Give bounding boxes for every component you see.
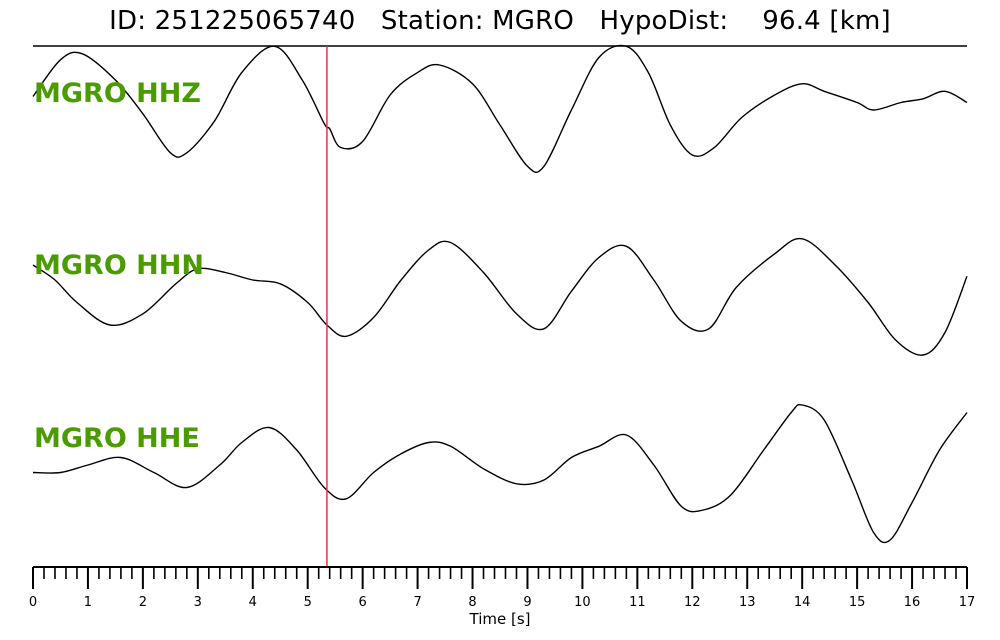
trace-labels-group: MGRO HHZ MGRO HHN MGRO HHE bbox=[34, 78, 204, 454]
tick-label-12: 12 bbox=[684, 595, 701, 610]
trace-mgro-hhe bbox=[32, 403, 968, 544]
tick-label-8: 8 bbox=[468, 595, 476, 610]
tick-label-5: 5 bbox=[304, 595, 312, 610]
tick-label-10: 10 bbox=[574, 595, 591, 610]
trace-mgro-hhz bbox=[32, 44, 968, 174]
tick-label-17: 17 bbox=[959, 595, 976, 610]
tick-label-16: 16 bbox=[904, 595, 921, 610]
trace-label-mgro-hhe: MGRO HHE bbox=[34, 423, 200, 454]
trace-label-mgro-hhz: MGRO HHZ bbox=[34, 78, 201, 109]
tick-label-9: 9 bbox=[523, 595, 531, 610]
tick-label-7: 7 bbox=[413, 595, 421, 610]
tick-label-3: 3 bbox=[194, 595, 202, 610]
tick-label-1: 1 bbox=[84, 595, 92, 610]
trace-mgro-hhn bbox=[32, 237, 968, 356]
time-axis: 0 1 2 3 4 5 6 7 8 9 10 11 12 13 14 15 16 17 bbox=[29, 566, 976, 610]
tick-label-6: 6 bbox=[359, 595, 367, 610]
traces-group bbox=[32, 44, 968, 544]
tick-label-13: 13 bbox=[739, 595, 756, 610]
tick-label-2: 2 bbox=[139, 595, 147, 610]
tick-label-14: 14 bbox=[794, 595, 811, 610]
trace-label-mgro-hhn: MGRO HHN bbox=[34, 250, 204, 281]
tick-label-4: 4 bbox=[249, 595, 257, 610]
chart-title: ID: 251225065740 Station: MGRO HypoDist:… bbox=[109, 6, 891, 36]
x-axis-label: Time [s] bbox=[469, 610, 531, 628]
tick-label-15: 15 bbox=[849, 595, 866, 610]
tick-label-0: 0 bbox=[29, 595, 37, 610]
tick-label-11: 11 bbox=[629, 595, 646, 610]
